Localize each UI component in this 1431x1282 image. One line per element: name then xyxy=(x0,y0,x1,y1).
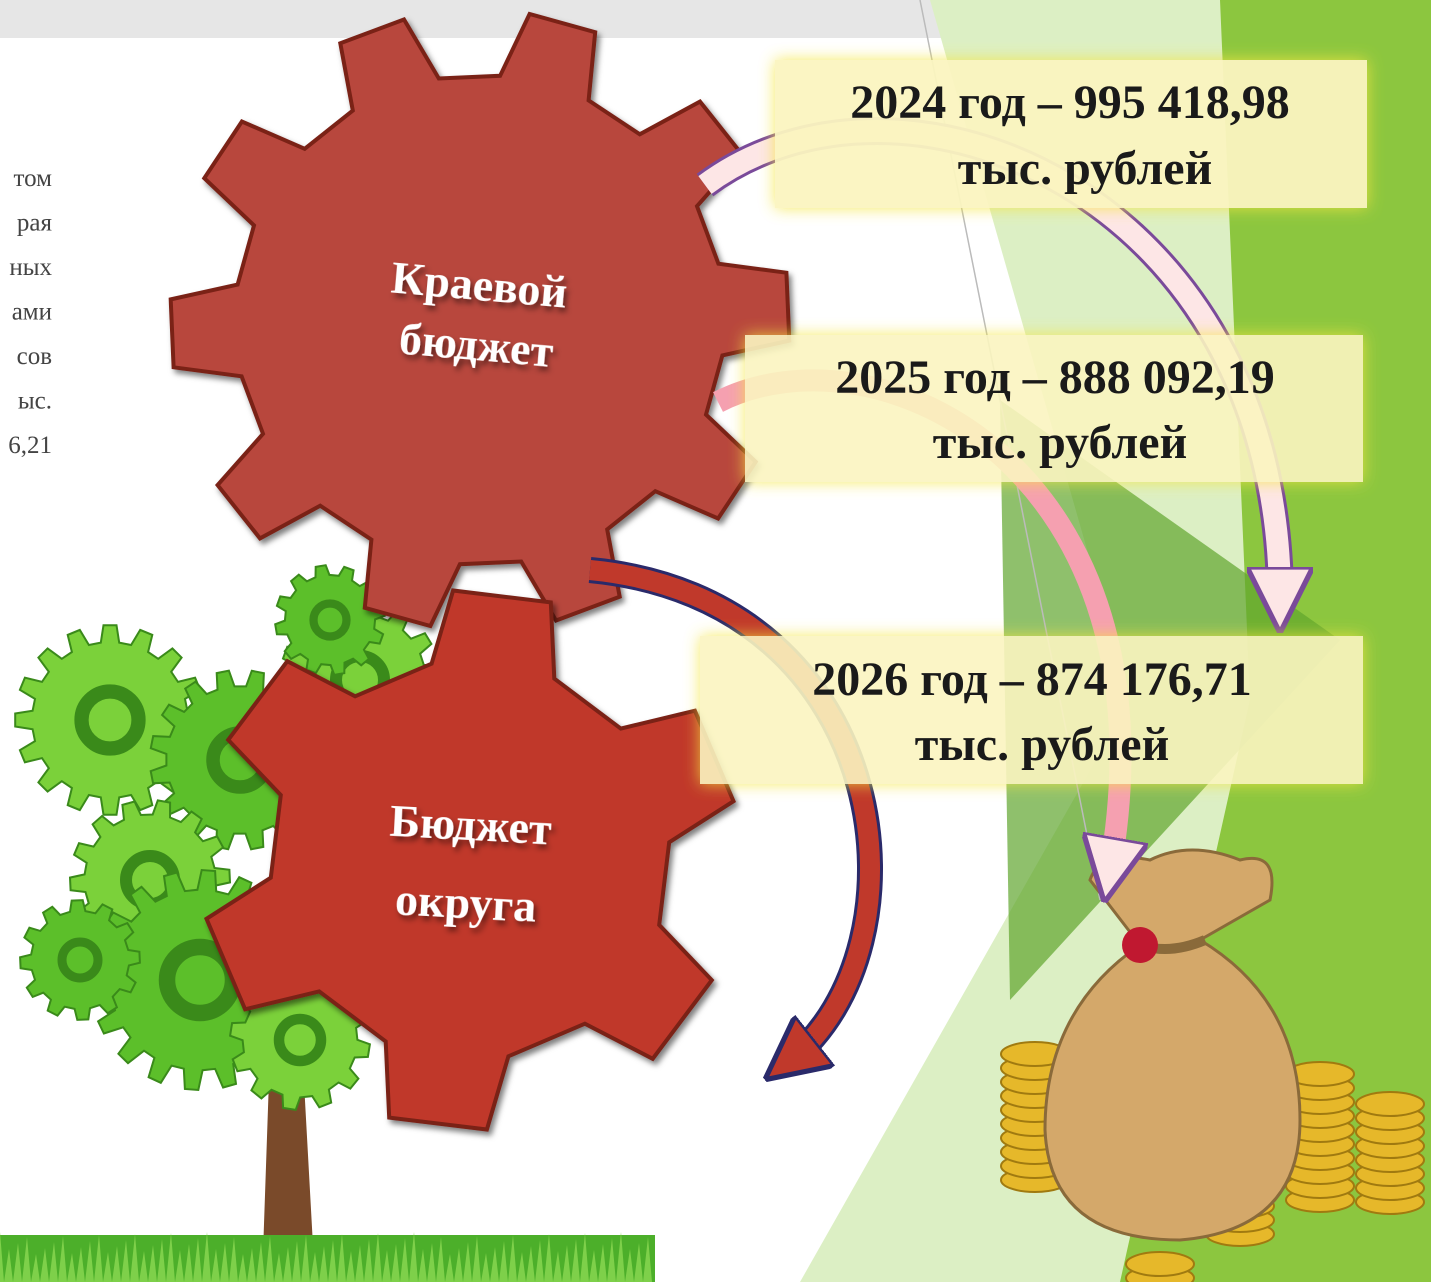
box-line: тыс. рублей xyxy=(933,416,1187,469)
coin xyxy=(1125,1251,1195,1277)
green-gear-hub xyxy=(309,599,351,641)
box-line: 2025 год – 888 092,19 xyxy=(835,351,1275,404)
side-text-line: сов xyxy=(17,343,52,370)
arrow xyxy=(589,560,880,1060)
grass-blades xyxy=(0,1232,652,1282)
box-line: тыс. рублей xyxy=(958,142,1212,195)
box-line: 2026 год – 874 176,71 xyxy=(812,653,1252,706)
green-gear-hub xyxy=(273,1013,327,1067)
side-text-line: ыс. xyxy=(18,388,52,415)
green-gear xyxy=(274,564,386,676)
money-bag xyxy=(1000,848,1425,1282)
gear-label: Бюджет xyxy=(389,795,554,854)
red-gears xyxy=(168,11,792,1132)
green-gear xyxy=(14,624,206,816)
side-text-line: 6,21 xyxy=(8,432,52,459)
green-gear-hub xyxy=(74,684,146,756)
coin xyxy=(1355,1091,1425,1117)
green-gear-hub xyxy=(57,937,103,983)
value-box: 2024 год – 995 418,98 тыс. рублей xyxy=(775,60,1367,208)
side-text-line: ами xyxy=(12,299,52,326)
gear-label: округа xyxy=(394,873,538,931)
value-box: 2025 год – 888 092,19 тыс. рублей xyxy=(745,335,1363,482)
box-line: 2024 год – 995 418,98 xyxy=(850,76,1290,129)
side-text-line: рая xyxy=(17,210,53,237)
box-line: тыс. рублей xyxy=(915,718,1169,771)
side-text: том рая ных ами сов ыс. 6,21 xyxy=(8,165,52,459)
side-text-line: ных xyxy=(9,254,52,281)
green-gear xyxy=(19,899,141,1021)
red-gear xyxy=(203,588,737,1132)
value-box: 2026 год – 874 176,71 тыс. рублей xyxy=(700,636,1363,784)
side-text-line: том xyxy=(14,165,53,192)
